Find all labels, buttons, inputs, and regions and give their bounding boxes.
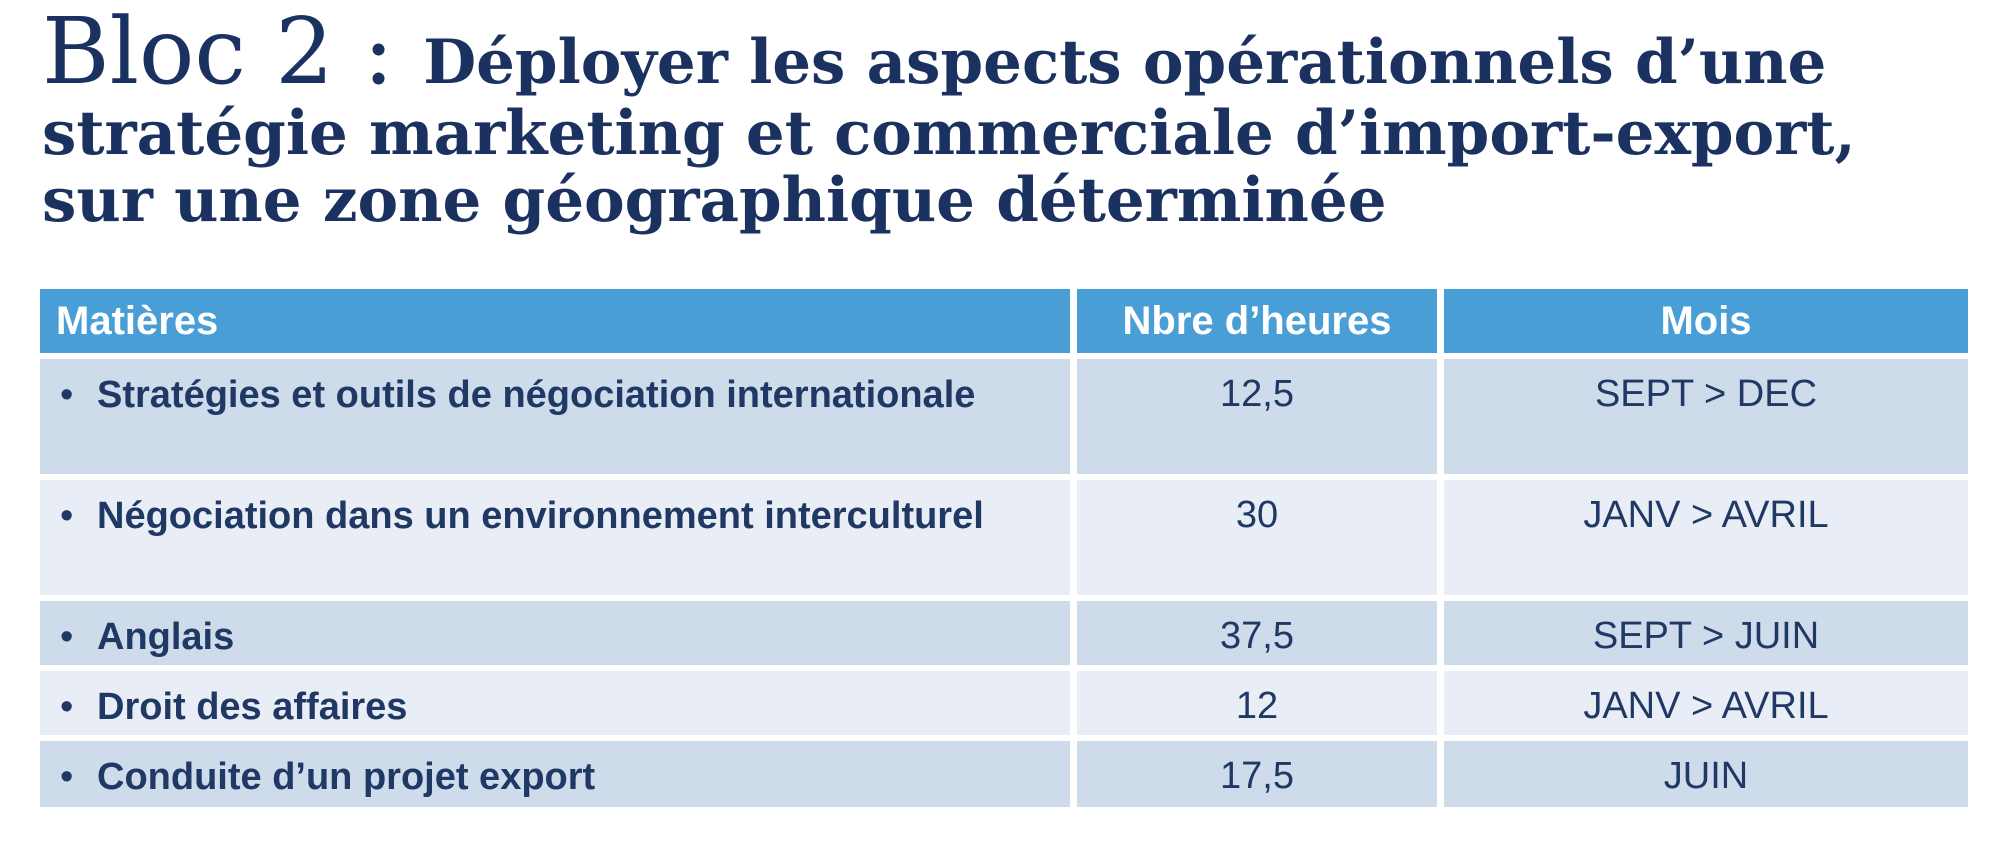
table-row-1-cell-heures: 12,5: [1077, 359, 1437, 474]
column-header-mois: Mois: [1444, 289, 1968, 353]
bullet-icon: •: [60, 756, 74, 798]
column-header-heures: Nbre d’heures: [1077, 289, 1437, 353]
table-row-3-cell-heures: 37,5: [1077, 601, 1437, 665]
table-row-1-cell-matiere: • Stratégies et outils de négociation in…: [40, 359, 1070, 474]
matiere-label: Négociation dans un environnement interc…: [97, 495, 984, 537]
matiere-label: Conduite d’un projet export: [97, 756, 596, 798]
bullet-icon: •: [60, 616, 74, 658]
table-row-4-cell-mois: JANV > AVRIL: [1444, 671, 1968, 735]
table-row-4-cell-heures: 12: [1077, 671, 1437, 735]
table-row-3-cell-matiere: • Anglais: [40, 601, 1070, 665]
bullet-icon: •: [60, 495, 74, 537]
table-row-5-cell-mois: JUIN: [1444, 741, 1968, 807]
bullet-icon: •: [60, 374, 74, 416]
table-row-1-cell-mois: SEPT > DEC: [1444, 359, 1968, 474]
matiere-label: Anglais: [97, 616, 235, 658]
table-row-5-cell-matiere: • Conduite d’un projet export: [40, 741, 1070, 807]
title-rest: Déployer les aspects opérationnels d’une…: [42, 27, 1856, 236]
title-prefix: Bloc 2 :: [42, 0, 424, 105]
course-table: Matières Nbre d’heures Mois • Stratégies…: [40, 289, 1968, 807]
table-row-2-cell-matiere: • Négociation dans un environnement inte…: [40, 480, 1070, 595]
table-row-5-cell-heures: 17,5: [1077, 741, 1437, 807]
table-row-3-cell-mois: SEPT > JUIN: [1444, 601, 1968, 665]
table-row-4-cell-matiere: • Droit des affaires: [40, 671, 1070, 735]
column-header-matieres: Matières: [40, 289, 1070, 353]
table-row-2-cell-mois: JANV > AVRIL: [1444, 480, 1968, 595]
matiere-label: Droit des affaires: [97, 686, 408, 728]
bullet-icon: •: [60, 686, 74, 728]
table-row-2-cell-heures: 30: [1077, 480, 1437, 595]
matiere-label: Stratégies et outils de négociation inte…: [97, 374, 976, 416]
page-title: Bloc 2 : Déployer les aspects opérationn…: [42, 4, 1922, 236]
